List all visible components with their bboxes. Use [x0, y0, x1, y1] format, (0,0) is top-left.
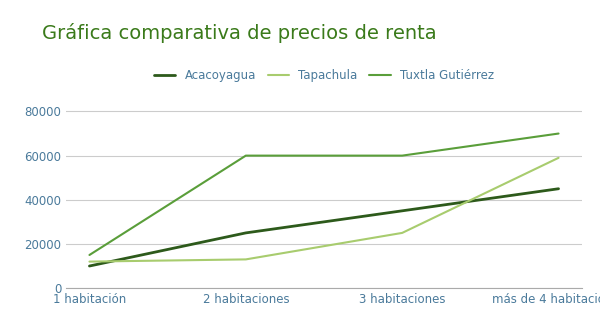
Line: Tuxtla Gutiérrez: Tuxtla Gutiérrez	[89, 134, 559, 255]
Tapachula	[398, 231, 406, 235]
Acacoyagua	[555, 187, 562, 191]
Legend: Acacoyagua, Tapachula, Tuxtla Gutiérrez: Acacoyagua, Tapachula, Tuxtla Gutiérrez	[149, 65, 499, 87]
Line: Tapachula: Tapachula	[89, 158, 559, 262]
Acacoyagua	[242, 231, 250, 235]
Tuxtla Gutiérrez	[398, 154, 406, 158]
Tapachula	[242, 257, 250, 261]
Acacoyagua	[398, 209, 406, 213]
Tuxtla Gutiérrez	[86, 253, 93, 257]
Acacoyagua	[86, 264, 93, 268]
Tuxtla Gutiérrez	[555, 132, 562, 136]
Tuxtla Gutiérrez	[242, 154, 250, 158]
Tapachula	[86, 260, 93, 264]
Text: Gráfica comparativa de precios de renta: Gráfica comparativa de precios de renta	[42, 23, 437, 44]
Line: Acacoyagua: Acacoyagua	[89, 189, 559, 266]
Tapachula	[555, 156, 562, 160]
